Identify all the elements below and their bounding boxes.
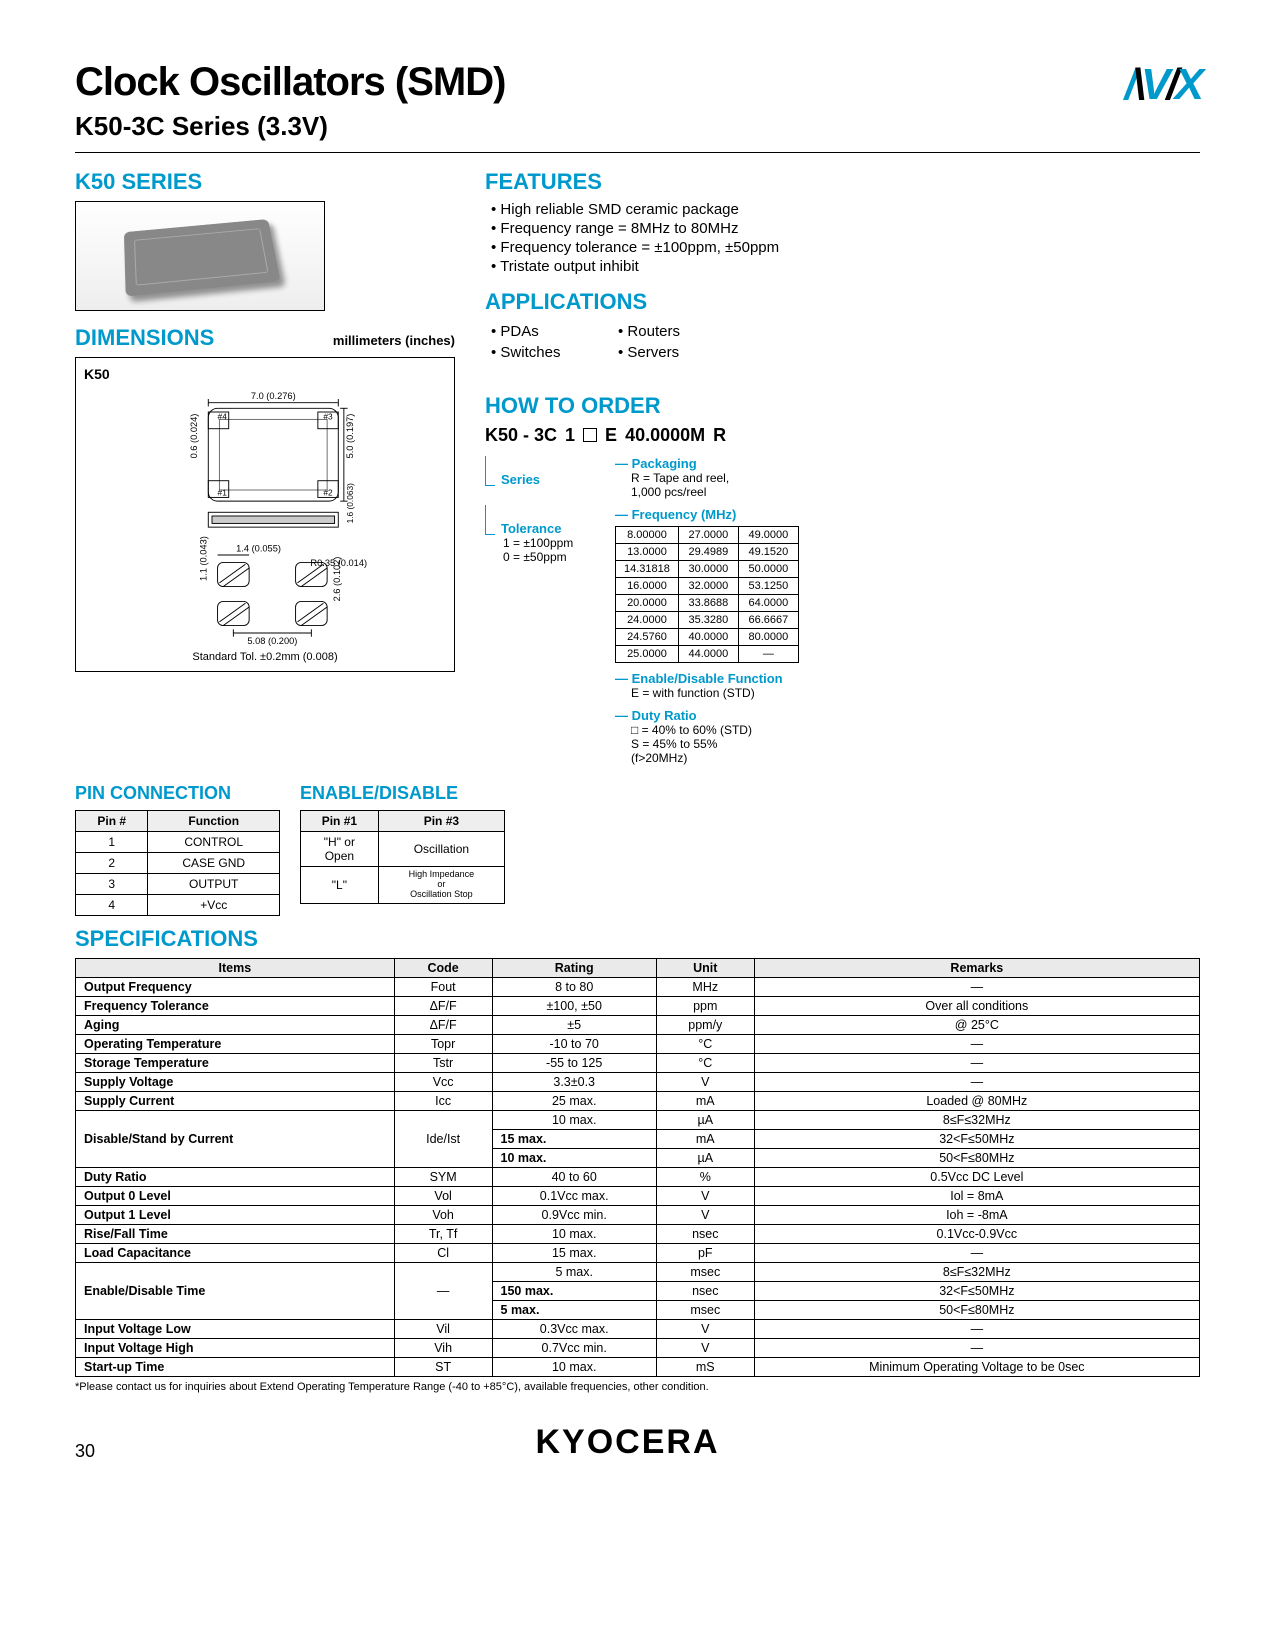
howto-segment: 40.0000M	[625, 425, 705, 445]
spec-row: Duty RatioSYM40 to 60%0.5Vcc DC Level	[76, 1168, 1200, 1187]
spec-row: Supply VoltageVcc3.3±0.3V—	[76, 1073, 1200, 1092]
specs-title: SPECIFICATIONS	[75, 926, 1200, 952]
svg-text:5.08 (0.200): 5.08 (0.200)	[247, 636, 297, 646]
svg-text:5.0 (0.197): 5.0 (0.197)	[345, 414, 355, 459]
application-item: Servers	[618, 344, 745, 361]
dimensions-title: DIMENSIONS	[75, 325, 214, 351]
feature-item: High reliable SMD ceramic package	[491, 201, 1200, 218]
howto-right-item: — PackagingR = Tape and reel,1,000 pcs/r…	[615, 456, 1200, 499]
spec-row: Output FrequencyFout8 to 80MHz—	[76, 978, 1200, 997]
dimensions-diagram: 7.0 (0.276) #4 #3 #1 #2 5.0 (0.197) 0.6 (0…	[84, 386, 446, 649]
svg-text:#2: #2	[323, 488, 333, 498]
applications-title: APPLICATIONS	[485, 289, 1200, 315]
svg-text:2.6 (0.102): 2.6 (0.102)	[332, 557, 342, 602]
dimensions-frame: K50 7.0 (0.276) #4 #3 #1 #2 5.0 (0.197)	[75, 357, 455, 672]
spec-row: Storage TemperatureTstr-55 to 125°C—	[76, 1054, 1200, 1073]
page-subtitle: K50-3C Series (3.3V)	[75, 111, 505, 142]
application-item: Switches	[491, 344, 618, 361]
footer-brand: KYOCERA	[95, 1423, 1160, 1462]
feature-item: Frequency tolerance = ±100ppm, ±50ppm	[491, 239, 1200, 256]
header-rule	[75, 152, 1200, 153]
howto-segment: 1	[565, 425, 575, 445]
title-block: Clock Oscillators (SMD) K50-3C Series (3…	[75, 60, 505, 142]
howto-segment	[583, 425, 597, 445]
howto-right-item: — Frequency (MHz)8.0000027.000049.000013…	[615, 507, 1200, 663]
page-number: 30	[75, 1441, 95, 1462]
pin-enable-block: PIN CONNECTION Pin #Function1CONTROL2CAS…	[75, 783, 505, 916]
spec-row: Output 0 LevelVol0.1Vcc max.VIol = 8mA	[76, 1187, 1200, 1206]
svg-text:#1: #1	[218, 488, 228, 498]
spec-row: AgingΔF/F±5ppm/y@ 25°C	[76, 1016, 1200, 1035]
page-header: Clock Oscillators (SMD) K50-3C Series (3…	[75, 60, 1200, 142]
howto-left-item: Tolerance1 = ±100ppm0 = ±50ppm	[485, 505, 615, 564]
howto-right-item: — Enable/Disable FunctionE = with functi…	[615, 671, 1200, 700]
features-list: High reliable SMD ceramic package Frequen…	[485, 201, 1200, 275]
spec-footnote: *Please contact us for inquiries about E…	[75, 1381, 1200, 1393]
howto-breakdown: Series Tolerance1 = ±100ppm0 = ±50ppm — P…	[485, 456, 1200, 773]
dim-width: 7.0 (0.276)	[251, 391, 296, 401]
svg-text:1.4 (0.055): 1.4 (0.055)	[236, 543, 281, 553]
spec-row: Supply CurrentIcc25 max.mALoaded @ 80MHz	[76, 1092, 1200, 1111]
application-item: Routers	[618, 323, 745, 340]
spec-row: Frequency ToleranceΔF/F±100, ±50ppmOver …	[76, 997, 1200, 1016]
product-photo	[75, 201, 325, 311]
spec-row: Output 1 LevelVoh0.9Vcc min.VIoh = -8mA	[76, 1206, 1200, 1225]
applications-list: PDAsRoutersSwitchesServers	[485, 321, 745, 363]
howto-segment: E	[605, 425, 617, 445]
spec-row: Rise/Fall TimeTr, Tf10 max.nsec0.1Vcc-0.…	[76, 1225, 1200, 1244]
svg-text:#4: #4	[218, 411, 228, 421]
freq-table: 8.0000027.000049.000013.000029.498949.15…	[615, 526, 799, 663]
spec-row: Disable/Stand by CurrentIde/Ist10 max.µA…	[76, 1111, 1200, 1130]
spec-row: Input Voltage HighVih0.7Vcc min.V—	[76, 1339, 1200, 1358]
features-title: FEATURES	[485, 169, 1200, 195]
page-footer: 30 KYOCERA	[75, 1423, 1200, 1462]
application-item: PDAs	[491, 323, 618, 340]
pinconn-title: PIN CONNECTION	[75, 783, 280, 804]
howto-code: K50 - 3C 1 E 40.0000M R	[485, 425, 1200, 446]
spec-row: Operating TemperatureTopr-10 to 70°C—	[76, 1035, 1200, 1054]
svg-text:#3: #3	[323, 411, 333, 421]
spec-table: ItemsCodeRatingUnitRemarksOutput Frequen…	[75, 958, 1200, 1377]
svg-text:0.6 (0.024): 0.6 (0.024)	[189, 414, 199, 459]
howto-left-item: Series	[485, 456, 615, 487]
pinconn-table: Pin #Function1CONTROL2CASE GND3OUTPUT4+V…	[75, 810, 280, 916]
howto-right-item: — Duty Ratio□ = 40% to 60% (STD)S = 45% …	[615, 708, 1200, 765]
spec-row: Input Voltage LowVil0.3Vcc max.V—	[76, 1320, 1200, 1339]
spec-row: Start-up TimeST10 max.mSMinimum Operatin…	[76, 1358, 1200, 1377]
chip-render	[124, 219, 281, 296]
enable-table: Pin #1Pin #3"H" orOpenOscillation"L"High…	[300, 810, 505, 904]
howto-segment: K50 - 3C	[485, 425, 557, 445]
dim-std-tol: Standard Tol. ±0.2mm (0.008)	[84, 651, 446, 663]
k50-series-title: K50 SERIES	[75, 169, 455, 195]
brand-logo: /\V/X	[1125, 60, 1200, 110]
howto-title: HOW TO ORDER	[485, 393, 1200, 419]
upper-row: K50 SERIES DIMENSIONS millimeters (inche…	[75, 169, 1200, 773]
spec-row: Load CapacitanceCl15 max.pF—	[76, 1244, 1200, 1263]
spec-row: Enable/Disable Time—5 max.msec8≤F≤32MHz	[76, 1263, 1200, 1282]
svg-text:1.1 (0.043): 1.1 (0.043)	[198, 536, 208, 581]
svg-text:1.6 (0.063): 1.6 (0.063)	[345, 483, 355, 524]
page-title: Clock Oscillators (SMD)	[75, 60, 505, 105]
feature-item: Tristate output inhibit	[491, 258, 1200, 275]
howto-segment: R	[713, 425, 726, 445]
dim-frame-label: K50	[84, 366, 446, 382]
feature-item: Frequency range = 8MHz to 80MHz	[491, 220, 1200, 237]
dimensions-unit: millimeters (inches)	[333, 333, 455, 348]
enable-title: ENABLE/DISABLE	[300, 783, 505, 804]
